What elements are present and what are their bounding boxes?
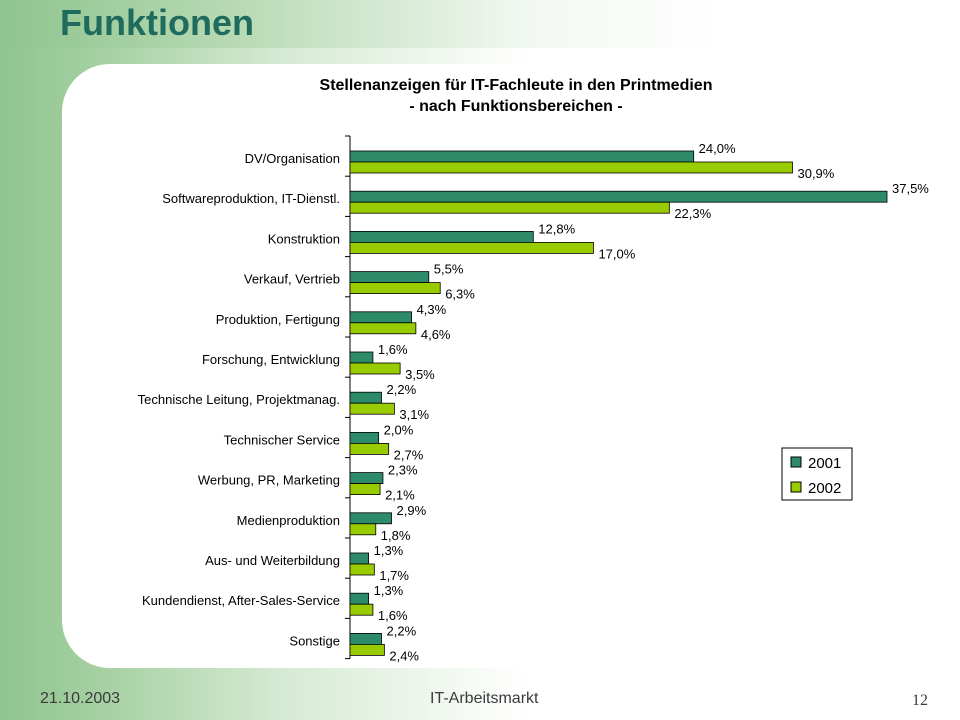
data-label-2001: 1,3% <box>374 583 404 598</box>
bar-2001 <box>349 472 384 485</box>
category-label: Technischer Service <box>224 432 340 447</box>
data-label-2001: 5,5% <box>434 262 464 277</box>
category-label: Aus- und Weiterbildung <box>205 553 340 568</box>
data-label-2001: 2,3% <box>388 463 418 478</box>
bar-2002 <box>349 483 381 496</box>
bar-2001 <box>349 190 888 203</box>
category-label: Medienproduktion <box>237 513 340 528</box>
bar-2002 <box>349 442 390 455</box>
data-label-2002: 17,0% <box>598 246 635 261</box>
category-label: Werbung, PR, Marketing <box>198 473 340 488</box>
category-label: Sonstige <box>289 633 340 648</box>
data-label-2001: 37,5% <box>892 181 929 196</box>
data-label-2002: 4,6% <box>421 327 451 342</box>
chart-subtitle: - nach Funktionsbereichen - <box>409 98 622 115</box>
data-label-2001: 4,3% <box>417 302 447 317</box>
bar-2002 <box>349 563 375 576</box>
bar-2002 <box>349 282 441 295</box>
bar-2002 <box>349 402 395 415</box>
bar-2002 <box>349 201 670 214</box>
data-label-2001: 2,2% <box>387 382 417 397</box>
footer-title: IT-Arbeitsmarkt <box>430 690 539 707</box>
bar-2002 <box>349 161 793 174</box>
category-label: DV/Organisation <box>245 151 340 166</box>
bar-2002 <box>349 523 377 536</box>
data-label-2002: 2,7% <box>394 447 424 462</box>
legend-swatch-2002 <box>790 481 802 493</box>
data-label-2001: 1,3% <box>374 543 404 558</box>
title-band <box>0 0 960 48</box>
bar-2001 <box>349 150 695 163</box>
data-label-2001: 12,8% <box>538 221 575 236</box>
data-label-2002: 30,9% <box>797 166 834 181</box>
category-label: Softwareproduktion, IT-Dienstl. <box>162 191 340 206</box>
data-label-2002: 3,1% <box>399 407 429 422</box>
data-label-2002: 3,5% <box>405 367 435 382</box>
data-label-2001: 2,0% <box>384 422 414 437</box>
data-label-2002: 6,3% <box>445 287 475 302</box>
bar-2001 <box>349 512 392 525</box>
plot-area: DV/Organisation 24,0% 30,9% Softwareprodukt… <box>138 135 929 663</box>
legend-label-2002: 2002 <box>808 480 841 497</box>
bar-2002 <box>349 603 374 616</box>
data-label-2002: 2,1% <box>385 488 415 503</box>
chart-title: Stellenanzeigen für IT-Fachleute in den … <box>320 77 713 94</box>
category-label: Produktion, Fertigung <box>216 312 340 327</box>
data-label-2002: 1,6% <box>378 608 408 623</box>
data-label-2001: 24,0% <box>699 141 736 156</box>
category-label: Kundendienst, After-Sales-Service <box>142 593 340 608</box>
bar-2001 <box>349 431 380 444</box>
data-label-2002: 2,4% <box>389 648 419 663</box>
data-label-2002: 1,7% <box>379 568 409 583</box>
bar-2001 <box>349 633 382 645</box>
bar-2001 <box>349 311 412 324</box>
bar-2001 <box>349 552 370 565</box>
category-label: Verkauf, Vertrieb <box>244 272 340 287</box>
bar-2002 <box>349 362 401 375</box>
data-label-2001: 1,6% <box>378 342 408 357</box>
category-label: Konstruktion <box>268 231 340 246</box>
page-number: 12 <box>912 692 928 709</box>
footer-date: 21.10.2003 <box>40 690 121 707</box>
legend-swatch-2001 <box>790 456 802 468</box>
category-label: Forschung, Entwicklung <box>202 352 340 367</box>
bar-2002 <box>349 322 417 335</box>
data-label-2002: 22,3% <box>674 206 711 221</box>
data-label-2001: 2,2% <box>387 623 417 638</box>
data-label-2001: 2,9% <box>397 503 427 518</box>
bar-2001 <box>349 230 534 243</box>
chart-legend: 2001 2002 <box>781 447 853 501</box>
category-label: Technische Leitung, Projektmanag. <box>138 392 340 407</box>
bar-2002 <box>349 241 594 254</box>
bar-2001 <box>349 351 374 364</box>
bar-2001 <box>349 592 370 605</box>
bar-2001 <box>349 271 430 284</box>
legend-label-2001: 2001 <box>808 455 841 472</box>
bar-2002 <box>349 644 385 656</box>
data-label-2002: 1,8% <box>381 528 411 543</box>
slide-title: Funktionen <box>60 2 254 43</box>
bar-2001 <box>349 391 382 404</box>
